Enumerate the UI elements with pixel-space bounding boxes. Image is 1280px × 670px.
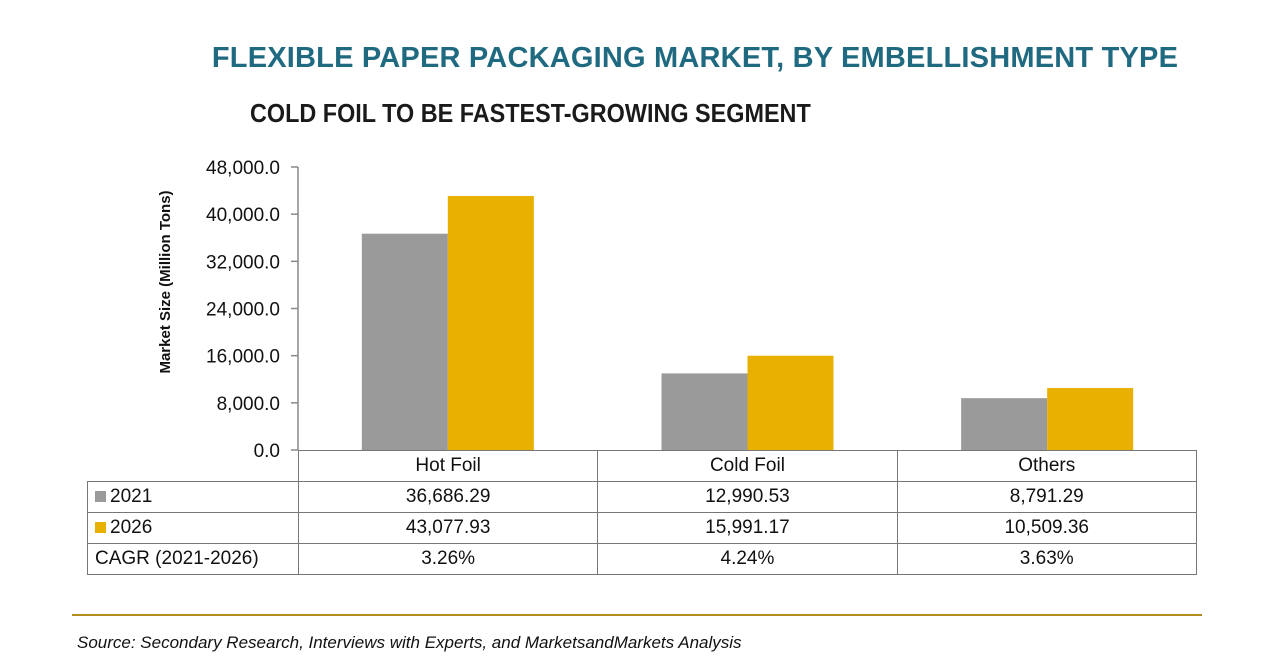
cagr-value: 3.26%: [297, 543, 599, 575]
table-row: 2021 36,686.29 12,990.53 8,791.29: [87, 481, 1197, 513]
data-label: 43,077.93: [297, 512, 599, 544]
data-label: 8,791.29: [896, 481, 1197, 513]
legend-swatch-2021: [95, 491, 106, 502]
y-tick-label: 16,000.0: [206, 347, 280, 368]
table-row: CAGR (2021-2026) 3.26% 4.24% 3.63%: [87, 543, 1197, 575]
legend-entry-2026: 2026: [87, 512, 299, 544]
chart-subtitle: COLD FOIL TO BE FASTEST-GROWING SEGMENT: [250, 98, 811, 128]
table-row: 2026 43,077.93 15,991.17 10,509.36: [87, 512, 1197, 544]
bar-2021: [661, 373, 748, 450]
series-name: 2021: [110, 486, 153, 507]
data-label: 10,509.36: [896, 512, 1197, 544]
data-label: 12,990.53: [597, 481, 898, 513]
category-label: Cold Foil: [597, 450, 898, 482]
bar-2021: [961, 398, 1048, 450]
y-axis-label: Market Size (Million Tons): [157, 190, 174, 373]
data-label: 36,686.29: [297, 481, 599, 513]
cagr-value: 3.63%: [896, 543, 1197, 575]
bar-2026: [747, 355, 834, 450]
legend-swatch-2026: [95, 522, 106, 533]
data-table: Hot Foil Cold Foil Others 2021 36,686.29…: [87, 450, 1197, 575]
source-note: Source: Secondary Research, Interviews w…: [77, 633, 742, 652]
bar-2026: [447, 196, 534, 450]
chart-title: FLEXIBLE PAPER PACKAGING MARKET, BY EMBE…: [211, 42, 1179, 74]
y-tick-label: 32,000.0: [206, 252, 280, 273]
divider: [72, 614, 1202, 616]
bar-2021: [361, 233, 448, 450]
table-corner: [87, 450, 299, 482]
bar-2026: [1047, 388, 1134, 450]
series-name: 2026: [110, 517, 153, 538]
cagr-label: CAGR (2021-2026): [87, 543, 299, 575]
y-tick-label: 8,000.0: [217, 394, 280, 415]
legend-entry-2021: 2021: [87, 481, 299, 513]
cagr-value: 4.24%: [597, 543, 898, 575]
y-tick-label: 48,000.0: [206, 158, 280, 179]
y-tick-label: 40,000.0: [206, 205, 280, 226]
bar-chart: 0.08,000.016,000.024,000.032,000.040,000…: [157, 158, 1134, 460]
category-label: Others: [896, 450, 1197, 482]
y-tick-label: 24,000.0: [206, 300, 280, 321]
table-header-row: Hot Foil Cold Foil Others: [87, 450, 1197, 482]
data-label: 15,991.17: [597, 512, 898, 544]
category-label: Hot Foil: [297, 450, 599, 482]
